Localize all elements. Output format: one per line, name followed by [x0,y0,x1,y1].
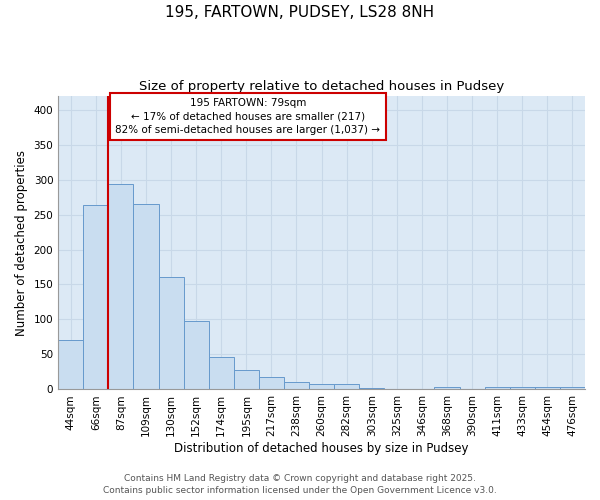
Bar [309,384,334,390]
Text: Contains HM Land Registry data © Crown copyright and database right 2025.
Contai: Contains HM Land Registry data © Crown c… [103,474,497,495]
Bar [83,206,109,390]
Bar [234,370,259,390]
Bar [209,356,234,390]
Bar [58,340,83,390]
Bar [109,184,133,390]
Bar [259,377,284,390]
X-axis label: Distribution of detached houses by size in Pudsey: Distribution of detached houses by size … [175,442,469,455]
Bar [560,386,585,390]
Bar [133,204,158,390]
Bar [359,388,385,390]
Bar [510,386,535,390]
Text: 195, FARTOWN, PUDSEY, LS28 8NH: 195, FARTOWN, PUDSEY, LS28 8NH [166,5,434,20]
Bar [184,321,209,390]
Bar [334,384,359,390]
Title: Size of property relative to detached houses in Pudsey: Size of property relative to detached ho… [139,80,504,93]
Text: 195 FARTOWN: 79sqm
← 17% of detached houses are smaller (217)
82% of semi-detach: 195 FARTOWN: 79sqm ← 17% of detached hou… [115,98,380,135]
Y-axis label: Number of detached properties: Number of detached properties [15,150,28,336]
Bar [535,386,560,390]
Bar [485,386,510,390]
Bar [434,386,460,390]
Bar [158,278,184,390]
Bar [284,382,309,390]
